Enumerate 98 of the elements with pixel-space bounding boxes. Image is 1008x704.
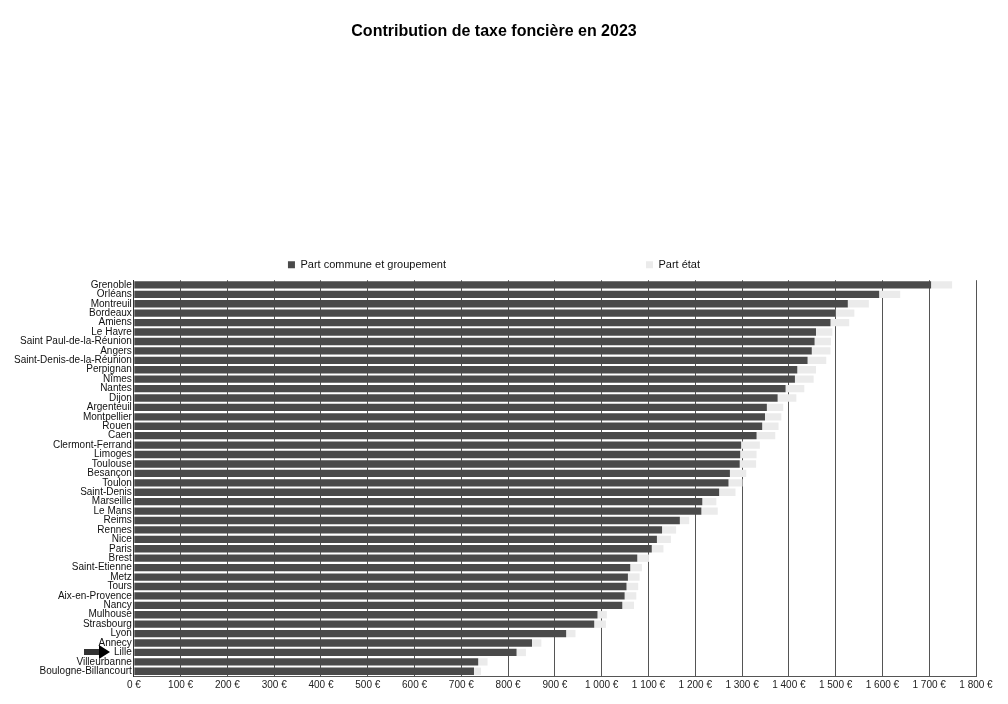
- y-tick-label: Angers: [100, 344, 132, 356]
- y-tick-label: Saint Paul-de-la-Réunion: [20, 335, 132, 347]
- y-tick-label: Besançon: [87, 467, 132, 479]
- y-tick-label: Reims: [103, 514, 132, 526]
- x-tick-label: 400 €: [308, 678, 334, 690]
- bar: [656, 535, 671, 544]
- y-tick-label: Brest: [108, 551, 133, 563]
- bar: [879, 290, 901, 299]
- x-tick-label: 1 200 €: [678, 678, 713, 690]
- y-tick-label: Argenteuil: [86, 401, 132, 413]
- bar: [729, 469, 747, 478]
- bar: [794, 375, 814, 383]
- bar: [597, 611, 607, 619]
- y-tick-label: Nantes: [100, 382, 132, 394]
- y-tick-label: Limoges: [94, 448, 132, 460]
- y-tick-label: Amiens: [98, 316, 132, 328]
- bar: [702, 497, 717, 506]
- bar: [814, 337, 831, 346]
- y-tick-label: Perpignan: [86, 363, 132, 375]
- bar: [627, 573, 640, 581]
- y-tick-label: Metz: [110, 570, 132, 582]
- y-tick-label: Clermont-Ferrand: [52, 438, 132, 450]
- bar: [931, 281, 953, 289]
- bar: [624, 592, 637, 600]
- bar: [762, 422, 779, 430]
- bar: [679, 516, 690, 525]
- y-tick-label: Bordeaux: [89, 306, 132, 318]
- y-tick-label: Boulogne-Billancourt: [39, 665, 133, 677]
- bar: [815, 328, 833, 336]
- chart-title: Contribution de taxe foncière en 2023: [351, 22, 637, 40]
- x-tick-label: 800 €: [495, 678, 522, 690]
- bar: [764, 413, 782, 421]
- bar: [566, 629, 576, 638]
- bar: [719, 488, 736, 496]
- bar: [637, 554, 649, 562]
- y-tick-label: Saint-Denis: [80, 485, 132, 497]
- x-tick-label: 1 100 €: [631, 678, 666, 690]
- bar: [777, 394, 797, 402]
- bar: [728, 479, 743, 487]
- bar: [478, 658, 488, 666]
- y-tick-label: Nice: [111, 533, 133, 545]
- y-tick-label: Le Mans: [93, 504, 132, 516]
- bar: [651, 545, 664, 553]
- x-tick-label: 1 000 €: [585, 678, 619, 690]
- bar: [785, 384, 805, 393]
- bar: [701, 507, 718, 515]
- legend-label: Part état: [658, 257, 701, 270]
- bar: [630, 563, 642, 572]
- y-tick-label: Lille: [114, 646, 133, 658]
- y-tick-label: Mulhouse: [88, 608, 133, 620]
- y-tick-label: Villeurbanne: [76, 655, 133, 667]
- y-tick-label: Aix-en-Provence: [57, 589, 133, 601]
- x-tick-label: 600 €: [402, 678, 428, 690]
- bar: [847, 300, 869, 308]
- bar: [739, 460, 757, 468]
- x-tick-label: 1 800 €: [959, 678, 994, 690]
- y-tick-label: Marseille: [91, 495, 133, 507]
- x-tick-label: 1 700 €: [912, 678, 947, 690]
- legend-label: Part commune et groupement: [300, 257, 446, 270]
- bar: [622, 601, 634, 609]
- x-tick-label: 100 €: [168, 678, 194, 690]
- bar: [830, 318, 850, 327]
- y-tick-label: Orléans: [96, 288, 132, 300]
- bar: [811, 347, 831, 355]
- y-tick-label: Strasbourg: [82, 617, 132, 629]
- bar: [531, 639, 542, 647]
- x-tick-label: 1 300 €: [725, 678, 760, 690]
- y-tick-label: Grenoble: [90, 278, 133, 290]
- bar: [807, 356, 827, 364]
- x-tick-label: 500 €: [355, 678, 381, 690]
- y-tick-label: Rennes: [97, 523, 132, 535]
- x-tick-label: 0 €: [126, 678, 142, 690]
- x-tick-label: 1 500 €: [818, 678, 853, 690]
- bar: [626, 582, 639, 591]
- bar: [741, 441, 760, 449]
- x-tick-label: 1 400 €: [772, 678, 806, 690]
- x-tick-label: 200 €: [214, 678, 241, 690]
- bar: [740, 450, 757, 459]
- y-tick-label: Saint-Etienne: [71, 561, 133, 573]
- y-tick-label: Tours: [107, 580, 132, 592]
- x-tick-label: 1 600 €: [865, 678, 900, 690]
- bar: [766, 403, 784, 412]
- y-tick-label: Dijon: [109, 391, 132, 403]
- bar: [594, 620, 606, 628]
- x-tick-label: 300 €: [261, 678, 288, 690]
- y-tick-label: Paris: [109, 542, 132, 554]
- bar: [797, 366, 816, 374]
- y-tick-label: Lyon: [110, 627, 132, 639]
- bar: [473, 667, 481, 675]
- y-tick-label: Caen: [107, 429, 132, 441]
- x-tick-label: 700 €: [448, 678, 475, 690]
- y-tick-label: Montreuil: [90, 297, 132, 309]
- x-tick-label: 900 €: [542, 678, 568, 690]
- y-tick-label: Le Havre: [91, 325, 133, 337]
- bar: [516, 648, 526, 657]
- bar: [662, 526, 677, 534]
- bar: [756, 432, 776, 440]
- bar: [835, 309, 855, 317]
